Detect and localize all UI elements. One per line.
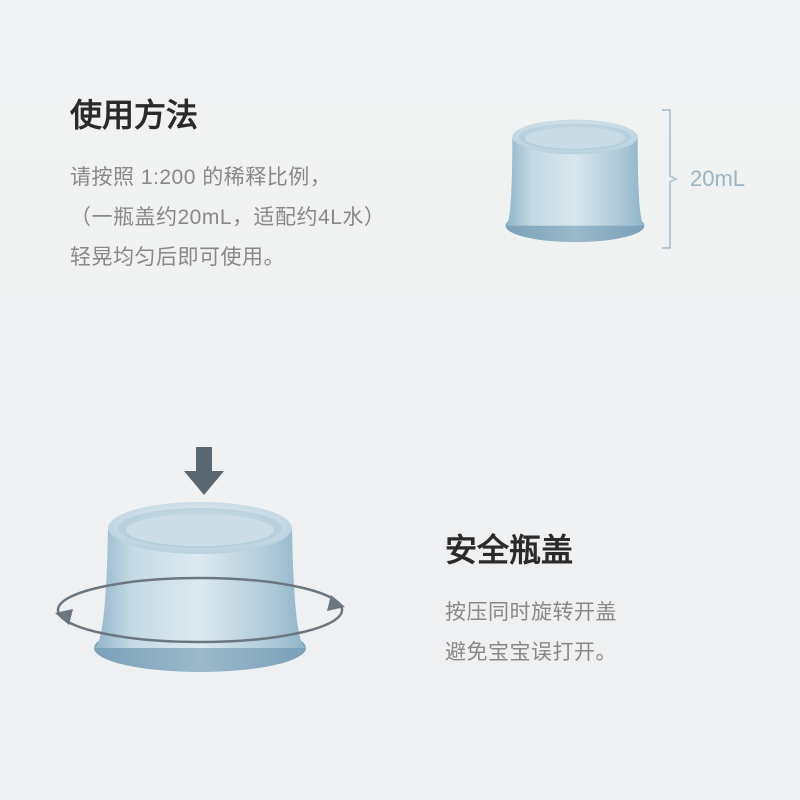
measure-bracket-icon [660, 108, 678, 250]
safety-cap-section: 安全瓶盖 按压同时旋转开盖 避免宝宝误打开。 [445, 525, 617, 673]
cap-small-svg [500, 110, 650, 245]
measure-label: 20mL [690, 166, 745, 192]
safety-description: 按压同时旋转开盖 避免宝宝误打开。 [445, 593, 617, 673]
cap-small-illustration [500, 110, 650, 250]
safety-line-2: 避免宝宝误打开。 [445, 633, 617, 673]
safety-title: 安全瓶盖 [445, 525, 617, 571]
rotate-ring-icon [45, 565, 355, 655]
safety-line-1: 按压同时旋转开盖 [445, 593, 617, 633]
safety-cap-illustration [90, 480, 330, 720]
